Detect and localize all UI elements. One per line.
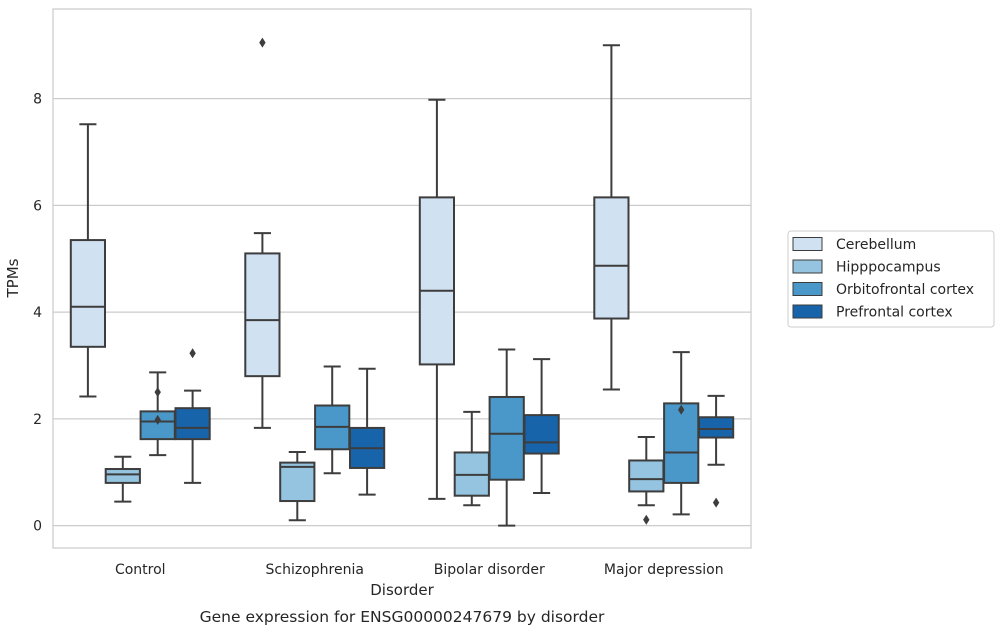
- box-body: [279, 461, 316, 503]
- legend: Cerebellum Hipppocampus Orbitofrontal cort…: [787, 230, 995, 328]
- y-tick-label: 4: [33, 305, 42, 321]
- outlier-point: [643, 514, 650, 525]
- legend-swatch: [792, 282, 823, 296]
- box-hipppocampus: [104, 455, 141, 503]
- box-cerebellum: [593, 44, 630, 391]
- legend-item: Cerebellum: [792, 237, 916, 253]
- box-body: [663, 402, 700, 484]
- outlier-point: [678, 404, 685, 415]
- y-tick-label: 0: [33, 519, 42, 535]
- box-hipppocampus: [453, 410, 490, 507]
- legend-label: Hipppocampus: [836, 260, 941, 276]
- legend-item: Prefrontal cortex: [792, 304, 953, 321]
- x-axis-ticks: Control Schizophrenia Bipolar disorder Majo…: [115, 562, 724, 578]
- box-orbitofrontal-cortex: [663, 351, 700, 516]
- legend-label: Cerebellum: [836, 237, 916, 253]
- box-body: [174, 407, 211, 441]
- x-tick-label: Control: [115, 562, 166, 578]
- box-body: [697, 416, 735, 439]
- box-body: [418, 196, 456, 366]
- box-body: [488, 395, 525, 481]
- box-cerebellum: [244, 37, 281, 429]
- y-tick-label: 6: [33, 198, 42, 214]
- legend-label: Prefrontal cortex: [836, 305, 953, 321]
- y-axis-title: TPMs: [4, 258, 22, 298]
- box-body: [69, 239, 107, 348]
- box-prefrontal-cortex: [348, 367, 386, 496]
- box-cerebellum: [69, 123, 107, 398]
- outlier-point: [154, 387, 161, 398]
- outlier-point: [154, 414, 161, 425]
- legend-item: Orbitofrontal cortex: [792, 282, 974, 298]
- legend-swatch: [792, 304, 823, 319]
- plot-frame: [52, 8, 752, 549]
- y-tick-label: 2: [33, 412, 42, 428]
- outlier-point: [259, 37, 266, 48]
- outlier-point: [189, 348, 196, 359]
- box-hipppocampus: [628, 435, 665, 525]
- box-body: [523, 414, 560, 455]
- x-axis-title: Disorder: [370, 581, 434, 599]
- box-body: [244, 252, 281, 378]
- box-body: [104, 468, 141, 484]
- legend-frame: [787, 230, 995, 328]
- legend-swatch: [792, 259, 823, 274]
- box-body: [628, 459, 665, 493]
- chart-caption: Gene expression for ENSG00000247679 by d…: [200, 608, 605, 626]
- box-orbitofrontal-cortex: [314, 365, 351, 475]
- x-tick-label: Schizophrenia: [266, 562, 364, 578]
- y-tick-label: 8: [33, 92, 42, 108]
- box-hipppocampus: [279, 450, 316, 522]
- x-tick-label: Bipolar disorder: [434, 562, 545, 578]
- outlier-point: [712, 497, 720, 508]
- box-orbitofrontal-cortex: [139, 371, 176, 457]
- box-orbitofrontal-cortex: [488, 348, 525, 527]
- legend-label: Orbitofrontal cortex: [836, 282, 974, 298]
- legend-swatch: [792, 237, 823, 251]
- box-body: [593, 196, 630, 320]
- legend-item: Hipppocampus: [792, 259, 941, 276]
- box-cerebellum: [418, 98, 456, 500]
- box-prefrontal-cortex: [697, 394, 735, 508]
- y-axis-ticks: 0 2 4 6 8: [33, 92, 42, 535]
- x-tick-label: Major depression: [604, 562, 724, 578]
- box-prefrontal-cortex: [174, 348, 211, 484]
- box-marks: [69, 37, 735, 527]
- box-prefrontal-cortex: [523, 358, 560, 495]
